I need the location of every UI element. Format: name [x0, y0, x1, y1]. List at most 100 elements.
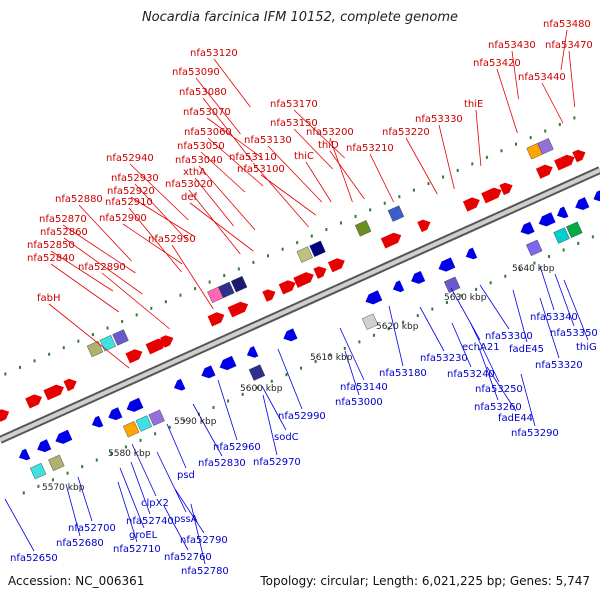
forward-leader-line [293, 128, 334, 170]
reverse-leader-line [117, 481, 138, 543]
reverse-gene-arrow [174, 378, 186, 391]
reverse-gene-label: nfa52790 [180, 535, 228, 546]
scale-label: 5590 kbp [174, 417, 217, 427]
gene-features [0, 138, 600, 480]
forward-gene-arrow [462, 197, 480, 212]
reverse-leader-line [520, 373, 536, 427]
scale-tick [95, 458, 98, 462]
scale-tick [300, 366, 303, 370]
reverse-gene-label: nfa53180 [379, 368, 427, 379]
reverse-gene-label: psd [177, 470, 195, 481]
label-leader-lines [4, 29, 589, 565]
forward-leader-line [252, 162, 309, 228]
reverse-gene-label: nfa52960 [213, 442, 261, 453]
forward-gene-label: nfa53150 [270, 118, 318, 129]
reverse-gene-arrow [283, 328, 298, 342]
scale-tick [179, 293, 182, 297]
reverse-gene-label: nfa52650 [10, 553, 58, 564]
scale-tick [18, 365, 21, 369]
scale-tick [241, 392, 244, 396]
scale-tick [81, 465, 84, 469]
scale-tick [387, 327, 390, 331]
scale-tick [267, 254, 270, 258]
forward-leader-line [200, 151, 246, 193]
feature-block [48, 454, 65, 472]
forward-leader-line [63, 237, 143, 295]
reverse-gene-arrow [246, 346, 259, 358]
forward-leader-line [369, 153, 394, 203]
reverse-leader-line [479, 284, 510, 330]
scale-tick [227, 399, 230, 403]
forward-gene-label: nfa53220 [382, 127, 430, 138]
forward-gene-label: nfa52890 [78, 262, 126, 273]
forward-gene-label: thiD [318, 140, 339, 151]
scale-tick [343, 346, 346, 350]
reverse-gene-arrow [37, 439, 52, 453]
forward-gene-label: nfa53040 [175, 155, 223, 166]
feature-block [230, 275, 248, 293]
scale-tick [22, 491, 25, 495]
scale-tick [223, 273, 226, 277]
forward-leader-line [50, 263, 120, 313]
feature-block [112, 329, 129, 346]
scale-tick [4, 372, 7, 376]
reverse-gene-label: nfa52970 [253, 457, 301, 468]
reverse-gene-label: nfa52700 [68, 523, 116, 534]
scale-tick [310, 234, 313, 238]
reverse-leader-line [539, 265, 555, 311]
reverse-gene-label: nfa52830 [198, 458, 246, 469]
forward-gene-label: thiE [464, 99, 483, 110]
scale-tick [504, 274, 507, 278]
reverse-leader-line [4, 498, 35, 552]
scale-label: 5640 kbp [512, 264, 555, 274]
scale-tick [62, 346, 65, 350]
forward-gene-arrow [417, 219, 431, 233]
forward-gene-label: nfa53200 [306, 127, 354, 138]
reverse-gene-label: thiG [576, 342, 597, 353]
scale-tick [489, 281, 492, 285]
forward-leader-line [48, 303, 130, 369]
forward-gene-label: nfa52840 [27, 253, 75, 264]
forward-gene-label: nfa53100 [237, 164, 285, 175]
scale-tick [456, 168, 459, 172]
forward-gene-label: nfa52950 [148, 234, 196, 245]
reverse-gene-arrow [438, 257, 456, 272]
forward-leader-line [129, 163, 189, 221]
scale-tick [183, 419, 186, 423]
forward-gene-arrow [499, 182, 513, 196]
reverse-gene-arrow [201, 365, 216, 379]
forward-leader-line [194, 177, 234, 227]
forward-gene-label: nfa52920 [107, 186, 155, 197]
forward-gene-label: nfa53060 [184, 127, 232, 138]
reverse-gene-label: nfa53000 [335, 397, 383, 408]
scale-tick [515, 142, 518, 146]
scale-tick [573, 116, 576, 120]
forward-gene-label: nfa53020 [165, 179, 213, 190]
forward-gene-arrow [313, 266, 327, 279]
forward-gene-label: nfa53440 [518, 72, 566, 83]
forward-gene-arrow [63, 378, 77, 392]
reverse-gene-label: nfa53230 [420, 353, 468, 364]
scale-tick [412, 188, 415, 192]
feature-block [443, 276, 461, 293]
forward-gene-label: fabH [37, 293, 61, 304]
reverse-leader-line [344, 350, 360, 396]
reverse-gene-label: echA21 [462, 342, 500, 353]
accession-text: Accession: NC_006361 [8, 574, 145, 588]
reverse-gene-arrow [557, 206, 569, 219]
forward-gene-arrow [207, 312, 225, 327]
scale-tick [139, 438, 142, 442]
forward-leader-line [405, 137, 438, 195]
forward-leader-line [329, 137, 353, 203]
reverse-gene-arrow [91, 415, 104, 428]
forward-gene-arrow [554, 154, 575, 171]
reverse-leader-line [190, 503, 206, 565]
scale-tick [460, 294, 463, 298]
reverse-leader-line [261, 385, 287, 431]
forward-gene-arrow [327, 258, 345, 273]
reverse-gene-arrow [19, 448, 31, 461]
feature-block [148, 409, 165, 426]
forward-gene-arrow [572, 149, 586, 163]
forward-gene-arrow [25, 394, 42, 409]
forward-gene-label: nfa52860 [40, 227, 88, 238]
